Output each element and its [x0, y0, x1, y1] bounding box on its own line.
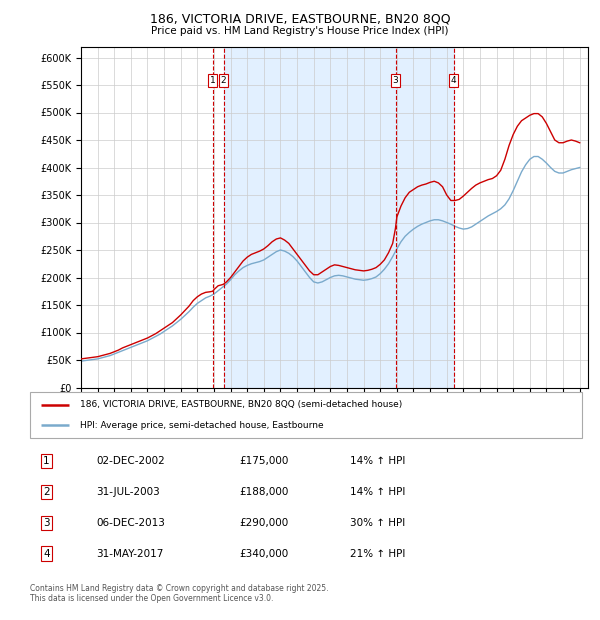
Text: 2: 2	[43, 487, 50, 497]
Text: 14% ↑ HPI: 14% ↑ HPI	[350, 456, 406, 466]
Text: £175,000: £175,000	[240, 456, 289, 466]
Text: £188,000: £188,000	[240, 487, 289, 497]
Text: 14% ↑ HPI: 14% ↑ HPI	[350, 487, 406, 497]
Text: 1: 1	[210, 76, 215, 85]
Text: 30% ↑ HPI: 30% ↑ HPI	[350, 518, 406, 528]
Text: £290,000: £290,000	[240, 518, 289, 528]
Text: 06-DEC-2013: 06-DEC-2013	[96, 518, 165, 528]
Text: 21% ↑ HPI: 21% ↑ HPI	[350, 549, 406, 559]
Text: 2: 2	[221, 76, 226, 85]
Text: 31-JUL-2003: 31-JUL-2003	[96, 487, 160, 497]
Text: 186, VICTORIA DRIVE, EASTBOURNE, BN20 8QQ (semi-detached house): 186, VICTORIA DRIVE, EASTBOURNE, BN20 8Q…	[80, 401, 402, 409]
Text: HPI: Average price, semi-detached house, Eastbourne: HPI: Average price, semi-detached house,…	[80, 421, 323, 430]
Text: 3: 3	[392, 76, 398, 85]
Text: 02-DEC-2002: 02-DEC-2002	[96, 456, 165, 466]
Text: 4: 4	[43, 549, 50, 559]
Text: 3: 3	[43, 518, 50, 528]
Text: 4: 4	[451, 76, 457, 85]
Text: 31-MAY-2017: 31-MAY-2017	[96, 549, 164, 559]
Text: Contains HM Land Registry data © Crown copyright and database right 2025.
This d: Contains HM Land Registry data © Crown c…	[30, 584, 329, 603]
Text: 1: 1	[43, 456, 50, 466]
Text: 186, VICTORIA DRIVE, EASTBOURNE, BN20 8QQ: 186, VICTORIA DRIVE, EASTBOURNE, BN20 8Q…	[149, 12, 451, 25]
Text: Price paid vs. HM Land Registry's House Price Index (HPI): Price paid vs. HM Land Registry's House …	[151, 26, 449, 36]
FancyBboxPatch shape	[30, 392, 582, 438]
Bar	[224, 46, 454, 388]
Text: £340,000: £340,000	[240, 549, 289, 559]
